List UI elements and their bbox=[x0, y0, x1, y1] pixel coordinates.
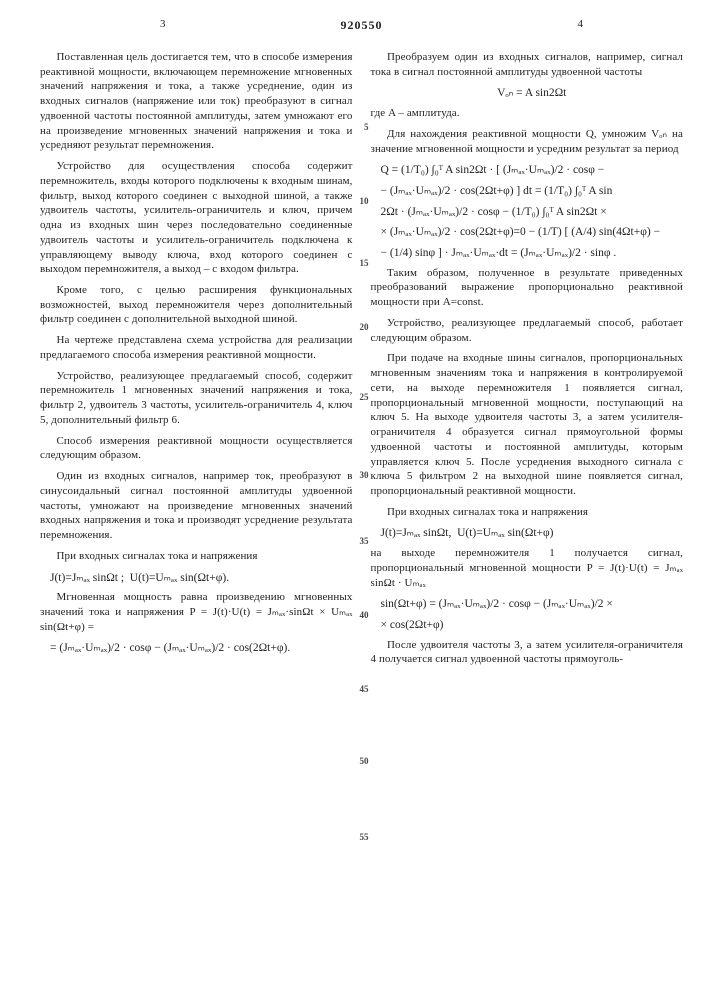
para: на выходе перемножителя 1 получается сиг… bbox=[371, 546, 684, 590]
line-number: 5 bbox=[355, 122, 369, 132]
para: Преобразуем один из входных сигналов, на… bbox=[371, 50, 684, 79]
para: Поставленная цель достигается тем, что в… bbox=[40, 50, 353, 153]
para: Таким образом, полученное в результате п… bbox=[371, 266, 684, 310]
page: 3 920550 4 Поставленная цель достигается… bbox=[0, 0, 707, 1000]
line-number: 10 bbox=[355, 196, 369, 206]
column-left: Поставленная цель достигается тем, что в… bbox=[40, 50, 353, 673]
para: Способ измерения реактивной мощности осу… bbox=[40, 434, 353, 463]
document-number: 920550 bbox=[341, 18, 383, 33]
para: где A – амплитуда. bbox=[371, 106, 684, 121]
line-number: 15 bbox=[355, 258, 369, 268]
column-right: Преобразуем один из входных сигналов, на… bbox=[371, 50, 684, 673]
para: Устройство, реализующее предлагаемый спо… bbox=[371, 316, 684, 345]
line-number: 55 bbox=[355, 832, 369, 842]
page-number-left: 3 bbox=[160, 18, 166, 30]
line-number: 20 bbox=[355, 322, 369, 332]
formula: J(t)=Jₘₐₓ sinΩt ; U(t)=Uₘₐₓ sin(Ωt+φ). bbox=[50, 570, 353, 587]
formula: = (Jₘₐₓ·Uₘₐₓ)/2 · cosφ − (Jₘₐₓ·Uₘₐₓ)/2 ·… bbox=[50, 640, 353, 657]
formula: sin(Ωt+φ) = (Jₘₐₓ·Uₘₐₓ)/2 · cosφ − (Jₘₐₓ… bbox=[381, 596, 684, 613]
line-number: 50 bbox=[355, 756, 369, 766]
para: Устройство, реализующее предлагаемый спо… bbox=[40, 369, 353, 428]
para: Устройство для осуществления способа сод… bbox=[40, 159, 353, 277]
formula: J(t)=Jₘₐₓ sinΩt, U(t)=Uₘₐₓ sin(Ωt+φ) bbox=[381, 525, 684, 542]
para: Кроме того, с целью расширения функциона… bbox=[40, 283, 353, 327]
columns: Поставленная цель достигается тем, что в… bbox=[40, 50, 683, 673]
formula: Vₒₙ = A sin2Ωt bbox=[381, 85, 684, 102]
doc-header: 3 920550 4 bbox=[40, 18, 683, 40]
line-number: 25 bbox=[355, 392, 369, 402]
para: При входных сигналах тока и напряжения bbox=[40, 549, 353, 564]
para: Мгновенная мощность равна произведению м… bbox=[40, 590, 353, 634]
page-number-right: 4 bbox=[578, 18, 584, 30]
formula: × cos(2Ωt+φ) bbox=[381, 617, 684, 634]
line-number: 45 bbox=[355, 684, 369, 694]
formula: − (1/4) sinφ ] · Jₘₐₓ·Uₘₐₓ·dt = (Jₘₐₓ·Uₘ… bbox=[381, 245, 684, 262]
formula: Q = (1/T₀) ∫₀ᵀ A sin2Ωt · [ (Jₘₐₓ·Uₘₐₓ)/… bbox=[381, 162, 684, 179]
para: На чертеже представлена схема устройства… bbox=[40, 333, 353, 362]
para: После удвоителя частоты 3, а затем усили… bbox=[371, 638, 684, 667]
formula: 2Ωt · (Jₘₐₓ·Uₘₐₓ)/2 · cosφ − (1/T₀) ∫₀ᵀ … bbox=[381, 204, 684, 221]
formula: × (Jₘₐₓ·Uₘₐₓ)/2 · cos(2Ωt+φ)=0 − (1/T) [… bbox=[381, 224, 684, 241]
formula: − (Jₘₐₓ·Uₘₐₓ)/2 · cos(2Ωt+φ) ] dt = (1/T… bbox=[381, 183, 684, 200]
line-number: 35 bbox=[355, 536, 369, 546]
line-number: 40 bbox=[355, 610, 369, 620]
para: Для нахождения реактивной мощности Q, ум… bbox=[371, 127, 684, 156]
para: Один из входных сигналов, например ток, … bbox=[40, 469, 353, 543]
para: При входных сигналах тока и напряжения bbox=[371, 505, 684, 520]
line-number: 30 bbox=[355, 470, 369, 480]
para: При подаче на входные шины сигналов, про… bbox=[371, 351, 684, 498]
